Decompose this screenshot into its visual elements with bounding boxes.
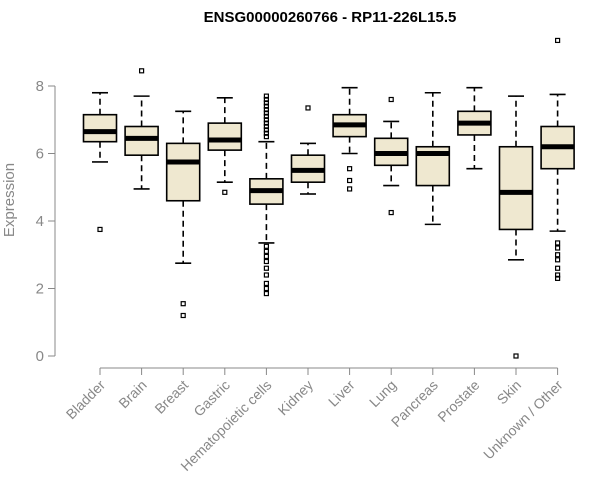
outlier-point <box>263 290 269 297</box>
x-tick-label: Bladder <box>63 377 109 423</box>
outlier-point <box>347 177 353 184</box>
outlier-point <box>263 134 269 140</box>
outlier-point <box>554 257 561 263</box>
outlier-point <box>554 245 561 251</box>
x-tick-label: Skin <box>494 377 525 408</box>
box-skin <box>498 95 534 359</box>
y-tick-label: 2 <box>36 281 44 298</box>
outlier-point <box>263 100 269 106</box>
box-liver <box>332 86 367 192</box>
box-hematopoietic-cells <box>249 93 284 297</box>
outlier-point <box>554 240 561 246</box>
outlier-point <box>554 265 561 271</box>
outlier-point <box>263 243 269 249</box>
x-tick-label: Unknown / Other <box>480 377 566 463</box>
outlier-point <box>263 258 269 265</box>
box-unknown-other <box>540 37 575 281</box>
outlier-point <box>554 272 561 278</box>
box-lung <box>373 96 409 216</box>
outlier-point <box>388 96 394 103</box>
outlier-point <box>554 275 561 281</box>
outlier-point <box>554 252 561 258</box>
y-tick-label: 8 <box>36 78 44 95</box>
outlier-point <box>263 93 269 99</box>
outlier-point <box>263 113 269 119</box>
outlier-point <box>263 285 269 292</box>
outlier-point <box>263 110 269 116</box>
outlier-point <box>263 123 269 130</box>
iqr-box <box>207 122 243 151</box>
y-tick-label: 0 <box>36 348 44 365</box>
outlier-point <box>263 280 269 287</box>
box-prostate <box>457 86 492 170</box>
outlier-point <box>263 103 269 109</box>
outlier-point <box>263 130 269 136</box>
y-tick-label: 6 <box>36 146 44 163</box>
chart-title: ENSG00000260766 - RP11-226L15.5 <box>204 9 457 26</box>
x-tick-label: Breast <box>151 377 191 417</box>
box-breast <box>165 110 201 319</box>
outlier-point <box>388 209 394 216</box>
box-kidney <box>290 105 326 195</box>
outlier-point <box>263 120 269 126</box>
outlier-point <box>347 186 353 192</box>
box-gastric <box>207 97 243 195</box>
outlier-point <box>347 166 353 172</box>
y-axis-label: Expression <box>1 163 18 237</box>
outlier-point <box>263 107 269 113</box>
outlier-point <box>139 68 145 74</box>
outlier-point <box>263 248 269 254</box>
y-axis: 0 2 4 6 8 <box>36 78 56 365</box>
iqr-box <box>82 113 118 143</box>
plot-area <box>82 37 575 359</box>
x-tick-label: Lung <box>366 377 399 410</box>
outlier-point <box>263 265 269 271</box>
outlier-point <box>180 301 186 307</box>
outlier-point <box>180 312 186 319</box>
outlier-point <box>554 37 561 44</box>
outlier-point <box>263 253 269 260</box>
box-pancreas <box>415 91 451 226</box>
x-tick-label: Prostate <box>434 377 482 425</box>
outlier-point <box>263 272 269 278</box>
iqr-box <box>124 125 159 156</box>
outlier-point <box>513 353 519 359</box>
outlier-point <box>263 117 269 123</box>
box-bladder <box>82 91 118 233</box>
iqr-box <box>165 142 201 202</box>
iqr-box <box>498 145 534 231</box>
outlier-point <box>263 127 269 133</box>
x-tick-label: Kidney <box>275 377 317 419</box>
x-tick-label: Liver <box>325 377 358 410</box>
y-tick-label: 4 <box>36 213 44 230</box>
x-tick-label: Brain <box>115 377 149 411</box>
box-brain <box>124 68 159 190</box>
outlier-point <box>222 189 228 195</box>
outlier-point <box>305 105 311 111</box>
outlier-point <box>263 96 269 103</box>
outlier-point <box>97 226 103 233</box>
